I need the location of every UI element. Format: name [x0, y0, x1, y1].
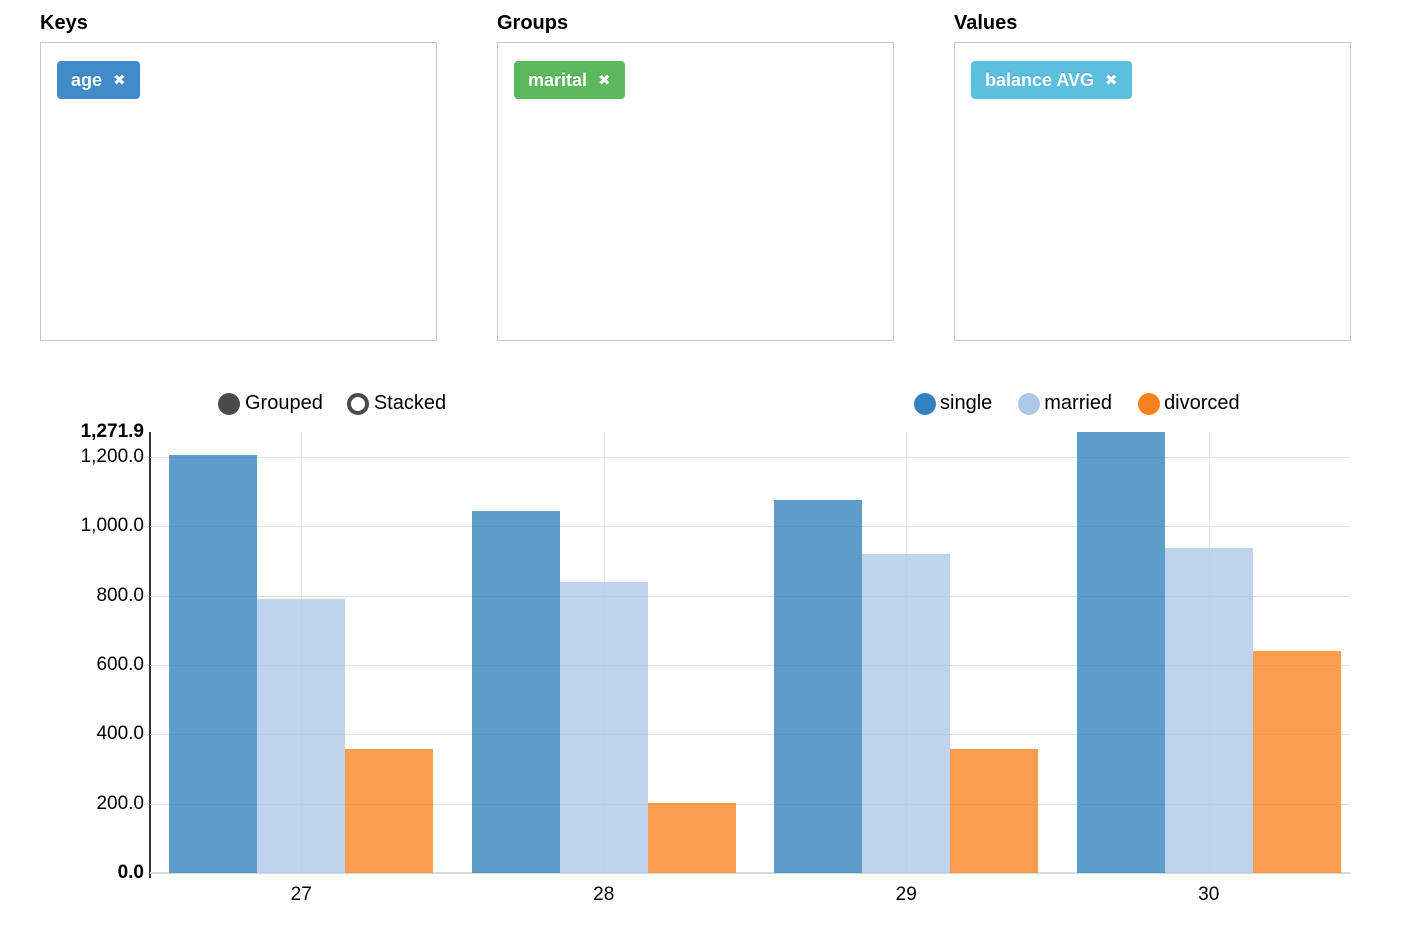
legend-item-divorced[interactable]: divorced [1138, 392, 1240, 415]
y-axis-label: 1,271.9 [80, 421, 144, 442]
bar-married-28[interactable] [559, 582, 648, 873]
bar-married-27[interactable] [257, 599, 346, 873]
legend-dot-icon [1018, 392, 1041, 415]
gridline [150, 526, 1350, 528]
groups-tag-marital[interactable]: marital ✖ [514, 61, 625, 99]
x-axis-label: 28 [593, 884, 615, 905]
bar-divorced-27[interactable] [345, 749, 434, 873]
y-axis-line [149, 432, 151, 878]
tag-label: balance AVG [985, 69, 1095, 90]
remove-icon[interactable]: ✖ [1105, 71, 1118, 89]
stacked-radio[interactable]: Stacked [346, 392, 447, 415]
bar-single-30[interactable] [1076, 432, 1165, 873]
plot-area [149, 432, 1361, 878]
bar-group-28 [453, 432, 756, 873]
keys-panel-title: Keys [40, 12, 88, 34]
y-axis-label: 1,000.0 [80, 515, 144, 537]
values-drop-zone[interactable]: balance AVG ✖ [954, 42, 1351, 341]
gridline [150, 456, 1350, 458]
y-axis-label: 0.0 [117, 862, 144, 883]
legend-label: divorced [1164, 392, 1240, 414]
bar-group-27 [150, 432, 453, 873]
chart-mode-toggle: Grouped Stacked [218, 392, 446, 415]
legend-item-married[interactable]: married [1018, 392, 1112, 415]
radio-unselected-icon [346, 392, 369, 415]
legend-label: single [940, 392, 993, 414]
bar-divorced-29[interactable] [950, 749, 1039, 873]
bar-group-29 [755, 432, 1058, 873]
tag-label: marital [528, 69, 588, 90]
groups-drop-zone[interactable]: marital ✖ [497, 42, 894, 341]
grouped-radio[interactable]: Grouped [218, 392, 323, 415]
y-axis-label: 200.0 [96, 792, 144, 814]
grouped-label: Grouped [245, 392, 323, 414]
bar-single-27[interactable] [169, 455, 258, 873]
remove-icon[interactable]: ✖ [598, 71, 611, 89]
keys-tag-age[interactable]: age ✖ [57, 61, 140, 99]
bar-married-29[interactable] [862, 553, 951, 873]
groups-panel-title: Groups [497, 12, 569, 34]
legend-item-single[interactable]: single [914, 392, 992, 415]
tag-label: age [71, 69, 103, 90]
chart-legend: single married divorced [914, 392, 1240, 415]
legend-dot-icon [1138, 392, 1161, 415]
bar-married-30[interactable] [1164, 547, 1253, 873]
bar-divorced-28[interactable] [647, 802, 736, 873]
bar-group-30 [1058, 432, 1361, 873]
remove-icon[interactable]: ✖ [113, 71, 126, 89]
stacked-label: Stacked [373, 392, 447, 414]
y-axis-label: 600.0 [96, 653, 144, 675]
values-tag-balance-avg[interactable]: balance AVG ✖ [971, 61, 1132, 99]
x-axis-label: 30 [1198, 884, 1220, 905]
legend-label: married [1044, 392, 1113, 414]
radio-selected-icon [218, 392, 240, 415]
y-axis-label: 400.0 [96, 723, 144, 745]
x-axis-label: 27 [290, 884, 312, 905]
bar-single-28[interactable] [471, 510, 560, 873]
x-axis-label: 29 [895, 884, 917, 905]
values-panel-title: Values [954, 12, 1018, 34]
bar-divorced-30[interactable] [1252, 651, 1341, 873]
bar-single-29[interactable] [774, 499, 863, 873]
y-axis-label: 800.0 [96, 584, 144, 606]
keys-drop-zone[interactable]: age ✖ [40, 42, 437, 341]
y-axis-label: 1,200.0 [80, 445, 144, 467]
legend-dot-icon [914, 392, 936, 415]
